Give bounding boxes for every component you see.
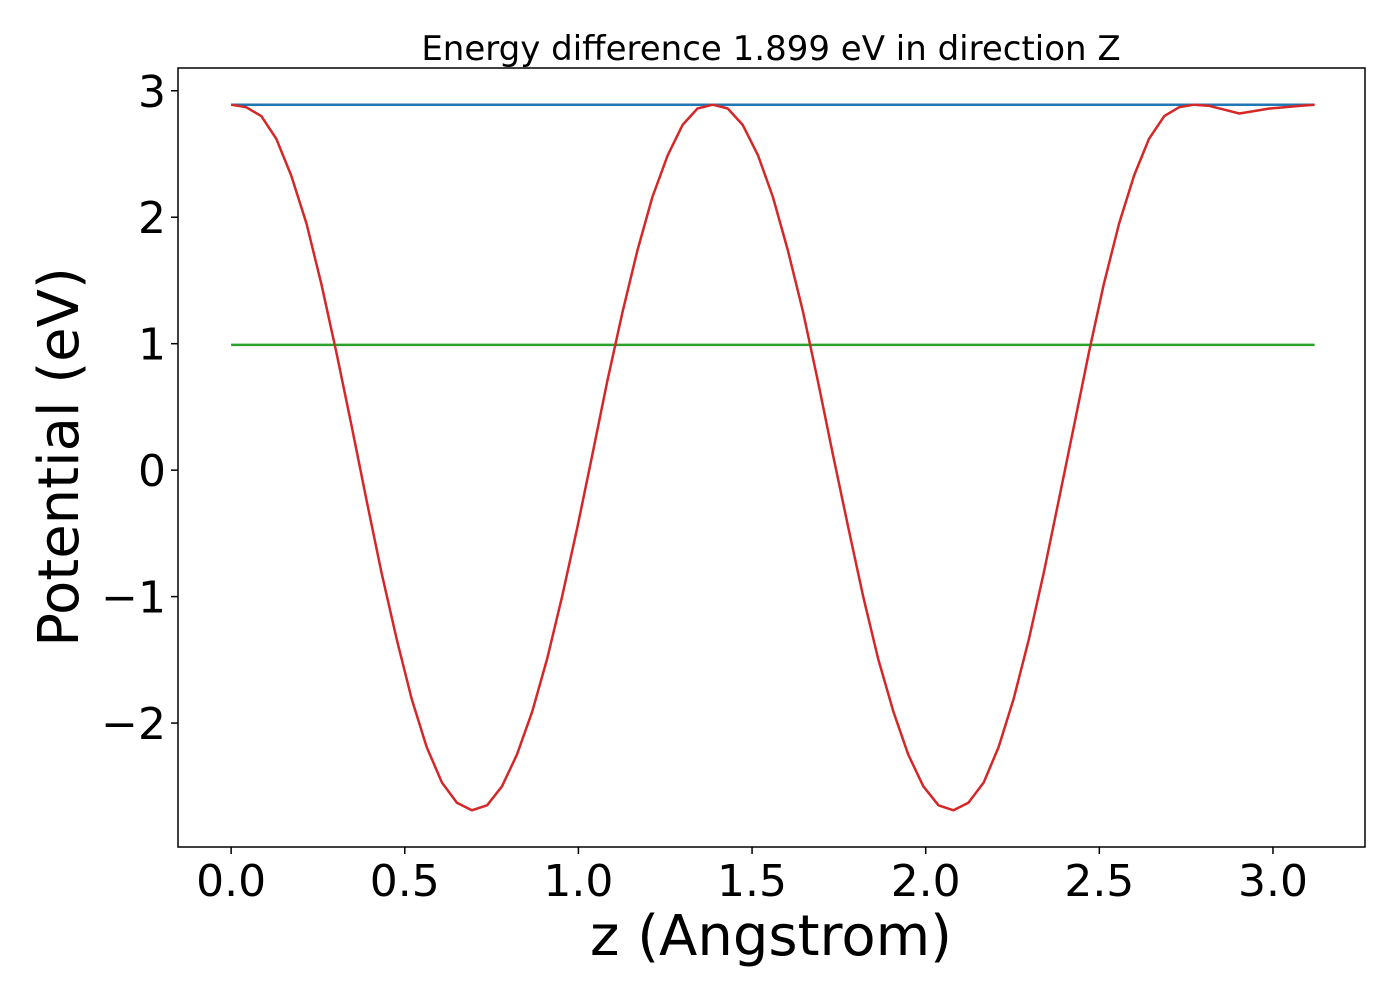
y-axis-label: Potential (eV) [27,267,92,647]
y-axis-ticks: −2 −1 0 1 2 3 [101,67,178,750]
y-tick-label: 2 [138,193,166,244]
x-axis-label: z (Angstrom) [590,904,952,969]
y-tick-label: −2 [101,699,166,750]
x-tick-label: 0.5 [370,856,440,907]
x-tick-label: 1.0 [543,856,613,907]
x-tick-label: 2.5 [1064,856,1134,907]
x-tick-label: 2.0 [891,856,961,907]
y-tick-label: 0 [138,446,166,497]
x-tick-label: 3.0 [1238,856,1308,907]
x-tick-label: 1.5 [717,856,787,907]
y-tick-label: 1 [138,320,166,371]
plot-area [230,103,1315,812]
axes-frame [177,67,1366,848]
y-tick-label: −1 [101,573,166,624]
x-tick-label: 0.0 [196,856,266,907]
x-axis-ticks: 0.0 0.5 1.0 1.5 2.0 2.5 3.0 [196,847,1308,907]
y-tick-label: 3 [138,67,166,118]
chart-title: Energy difference 1.899 eV in direction … [421,29,1120,69]
series-line-2 [230,103,1315,812]
